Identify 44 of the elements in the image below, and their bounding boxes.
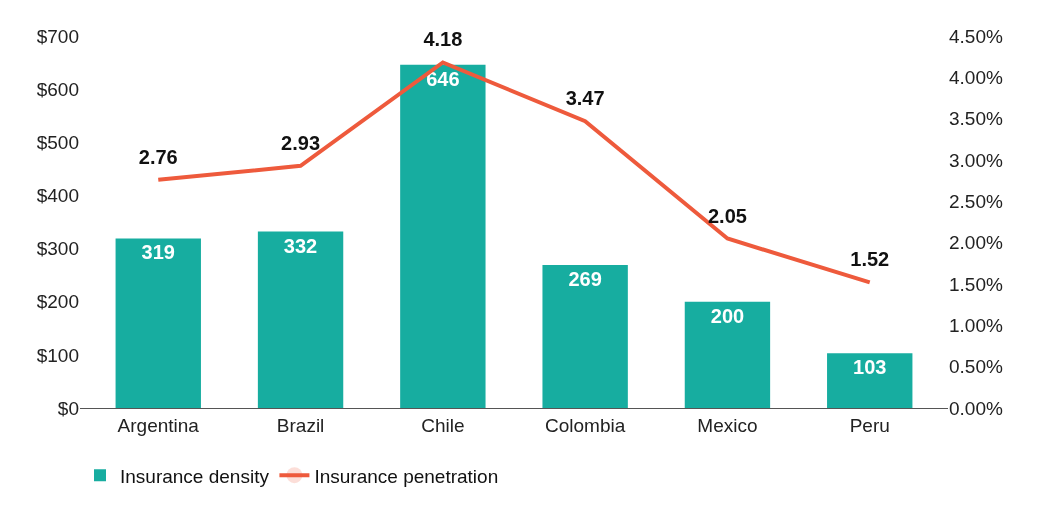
bar (400, 64, 486, 408)
y-tick-label: $0 (57, 397, 79, 419)
y2-tick-label: 1.00% (949, 314, 1003, 336)
bar (257, 231, 344, 408)
data-label: 4.18 (423, 28, 463, 51)
x-tick-label: Chile (421, 414, 465, 436)
y-tick-label: $200 (36, 291, 79, 313)
y-tick-label: $100 (36, 344, 79, 366)
y2-tick-label: 2.50% (949, 190, 1003, 212)
y2-tick-label: 4.50% (949, 25, 1003, 47)
legend-label: Insurance penetration (314, 465, 499, 487)
data-label: 2.93 (281, 131, 321, 154)
y-tick-label: $600 (36, 78, 79, 100)
data-label: 646 (426, 67, 460, 90)
y-tick-label: $500 (36, 131, 79, 153)
bar (542, 265, 628, 408)
y2-tick-label: 3.00% (949, 149, 1003, 171)
x-tick-label: Argentina (117, 414, 200, 436)
data-label: 2.76 (138, 145, 178, 168)
x-tick-label: Colombia (545, 414, 626, 436)
data-label: 103 (853, 356, 887, 379)
legend-label: Insurance density (120, 465, 270, 487)
y2-tick-label: 0.50% (949, 356, 1003, 378)
data-label: 2.05 (707, 204, 747, 227)
y2-tick-label: 0.00% (949, 397, 1003, 419)
bar (684, 301, 771, 408)
bar (827, 353, 913, 408)
x-tick-label: Brazil (276, 414, 325, 436)
y-tick-label: $700 (36, 25, 79, 47)
data-label: 1.52 (850, 248, 890, 271)
y2-tick-label: 2.00% (949, 232, 1003, 254)
data-label: 3.47 (565, 87, 605, 110)
y-tick-label: $300 (36, 238, 79, 260)
data-label: 332 (283, 234, 318, 257)
bar (115, 238, 201, 408)
y2-tick-label: 3.50% (949, 108, 1003, 130)
data-label: 269 (568, 268, 602, 291)
data-label: 319 (141, 241, 175, 264)
x-tick-label: Mexico (697, 414, 758, 436)
y2-tick-label: 1.50% (949, 273, 1003, 295)
x-tick-label: Peru (849, 414, 890, 436)
y-tick-label: $400 (36, 185, 79, 207)
data-label: 200 (710, 304, 745, 327)
y2-tick-label: 4.00% (949, 66, 1003, 88)
